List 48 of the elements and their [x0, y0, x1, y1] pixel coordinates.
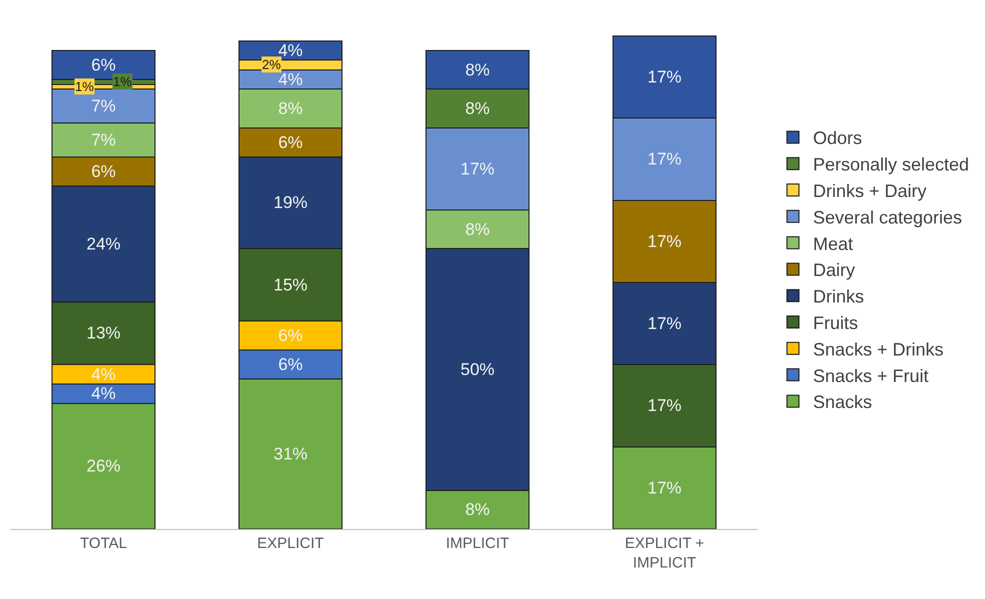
data-label: 7%	[91, 96, 116, 116]
legend-label: Snacks + Fruit	[812, 366, 929, 386]
data-label: 24%	[86, 234, 121, 254]
data-label: 19%	[273, 193, 308, 212]
data-label: 17%	[647, 396, 682, 416]
data-label: 26%	[86, 456, 121, 476]
data-label: 6%	[91, 162, 116, 181]
data-label: 8%	[465, 220, 490, 239]
data-label: 50%	[460, 360, 495, 379]
data-label: 17%	[647, 232, 682, 251]
data-label: 8%	[278, 98, 303, 118]
legend-label: Several categories	[812, 207, 962, 228]
data-label: 4%	[278, 40, 303, 60]
data-label: 15%	[273, 275, 308, 294]
data-label: 1%	[113, 74, 132, 89]
data-label: 6%	[278, 326, 303, 346]
data-label: 1%	[75, 79, 94, 94]
data-label: 4%	[278, 70, 303, 89]
data-label: 2%	[262, 57, 282, 72]
x-tick-label: TOTAL	[80, 535, 127, 552]
data-label: 6%	[91, 55, 116, 74]
data-label: 4%	[91, 384, 116, 404]
legend-label: Fruits	[812, 313, 858, 334]
data-label: 8%	[465, 98, 490, 118]
legend-label: Drinks + Dairy	[812, 181, 926, 202]
legend-label: Snacks	[812, 392, 872, 412]
data-label: 8%	[465, 500, 490, 520]
data-label: 13%	[86, 324, 121, 343]
data-label: 17%	[647, 314, 682, 334]
legend-label: Meat	[812, 234, 853, 254]
data-label: 7%	[91, 130, 116, 150]
data-label: 17%	[647, 478, 682, 498]
legend-label: Snacks + Drinks	[812, 339, 944, 360]
data-label: 17%	[460, 159, 495, 178]
data-label: 4%	[91, 364, 116, 384]
data-label: 17%	[647, 68, 682, 87]
data-label: 31%	[273, 444, 308, 464]
legend-label: Drinks	[812, 286, 864, 307]
x-tick-label: IMPLICIT	[446, 535, 510, 552]
data-label: 8%	[465, 60, 490, 80]
data-label: 17%	[647, 150, 682, 169]
legend-label: Dairy	[812, 260, 855, 280]
data-label: 6%	[278, 355, 303, 374]
x-tick-label: EXPLICIT + IMPLICIT	[624, 535, 704, 572]
legend-label: Odors	[812, 128, 862, 148]
data-label: 6%	[278, 132, 303, 152]
x-tick-label: EXPLICIT	[257, 535, 324, 552]
legend-label: Personally selected	[812, 154, 970, 175]
